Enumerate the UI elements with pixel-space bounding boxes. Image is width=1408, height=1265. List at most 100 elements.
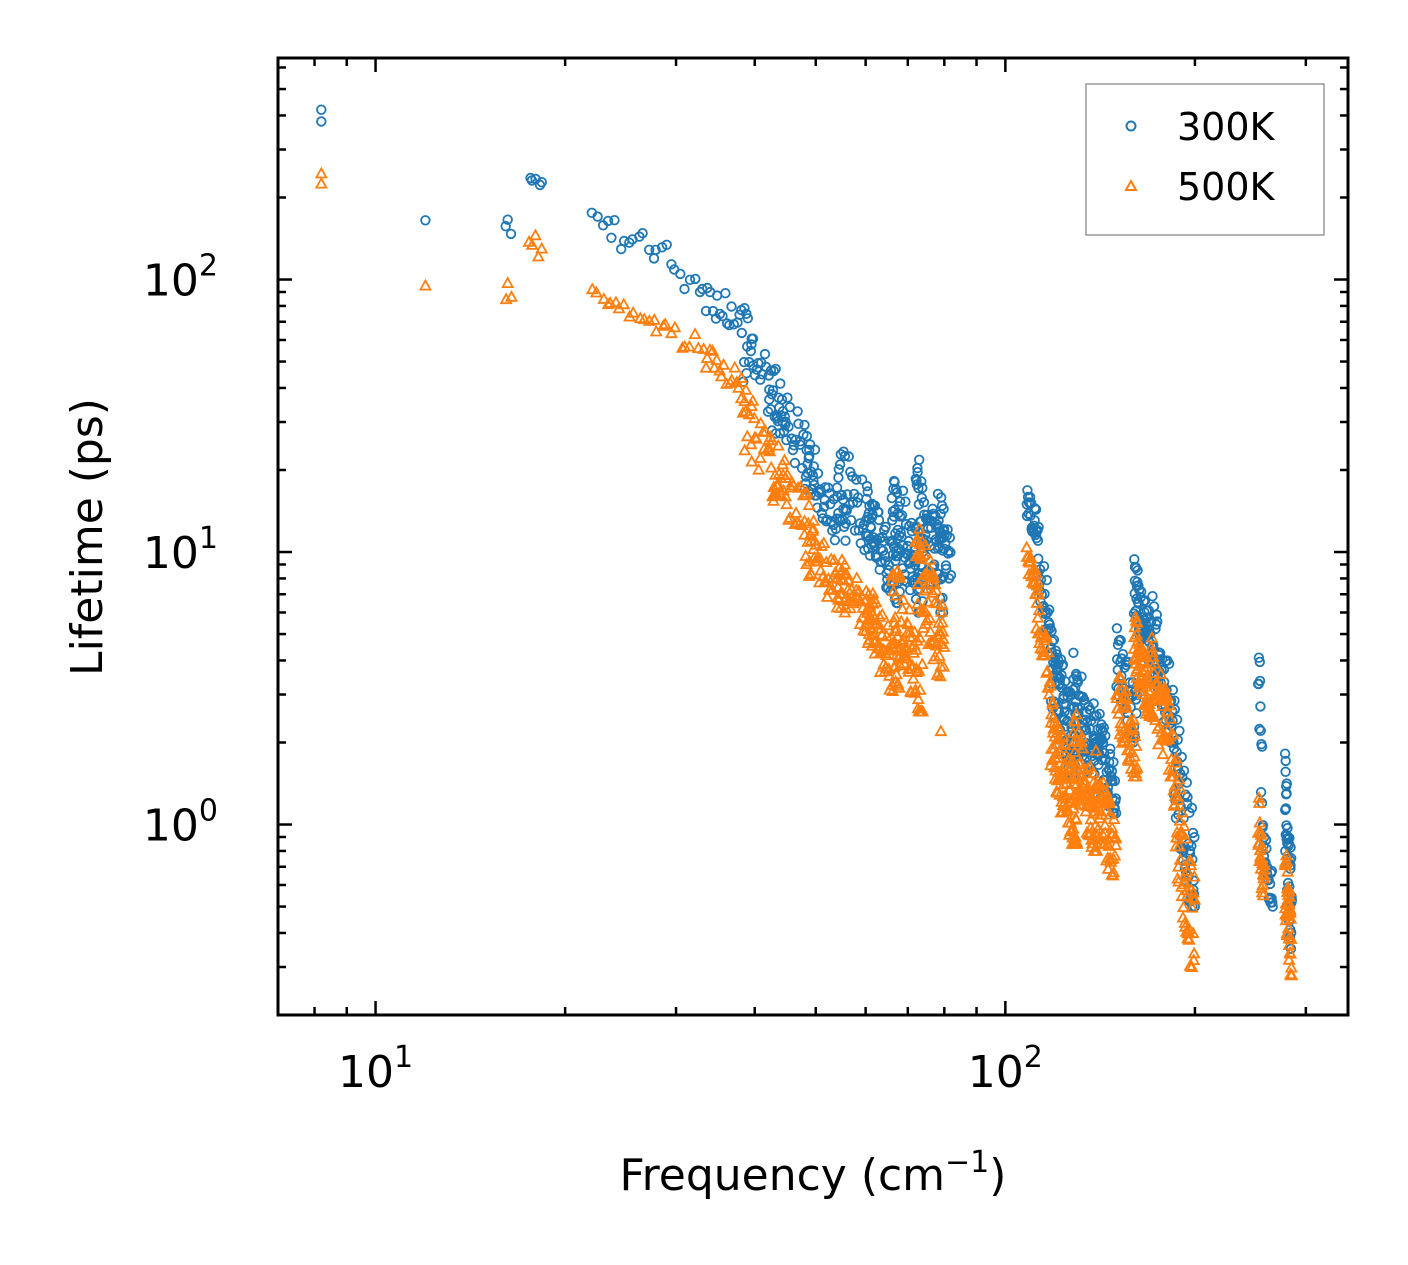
data-point-500K: [871, 636, 886, 649]
data-point-500K: [1140, 660, 1154, 672]
data-point-300K: [1031, 525, 1042, 537]
data-point-500K: [852, 584, 866, 596]
data-point-500K: [1173, 852, 1187, 865]
data-point-500K: [838, 557, 852, 570]
data-point-300K: [675, 268, 686, 280]
data-point-300K: [889, 476, 900, 488]
data-point-300K: [1038, 561, 1050, 572]
data-point-500K: [1032, 603, 1046, 616]
data-point-500K: [738, 394, 752, 407]
data-point-300K: [782, 392, 793, 403]
legend-label-500k: 500K: [1177, 165, 1276, 209]
data-point-500K: [910, 665, 924, 677]
data-point-500K: [1283, 905, 1297, 918]
data-point-500K: [1279, 848, 1294, 861]
data-point-300K: [1281, 788, 1292, 799]
data-point-500K: [1281, 864, 1295, 877]
data-point-500K: [1186, 926, 1200, 938]
data-point-300K: [741, 308, 752, 320]
data-point-500K: [699, 360, 713, 373]
data-point-500K: [1166, 727, 1180, 740]
data-point-500K: [1107, 812, 1121, 824]
data-point-300K: [917, 482, 928, 494]
data-point-500K: [922, 568, 936, 581]
data-point-500K: [1057, 777, 1071, 790]
data-point-300K: [1147, 591, 1158, 602]
data-point-500K: [742, 407, 756, 420]
data-point-300K: [928, 508, 939, 520]
data-point-500K: [848, 589, 862, 602]
data-point-300K: [684, 274, 696, 286]
data-point-500K: [535, 241, 549, 254]
data-point-500K: [746, 394, 760, 406]
data-point-500K: [1188, 892, 1202, 905]
data-point-300K: [1267, 897, 1278, 908]
data-point-300K: [1032, 535, 1044, 546]
data-point-300K: [420, 215, 431, 226]
data-point-500K: [765, 433, 779, 446]
data-point-300K: [602, 215, 614, 227]
data-point-300K: [1256, 741, 1268, 752]
data-point-500K: [933, 669, 947, 682]
data-point-500K: [841, 573, 855, 586]
data-point-500K: [1029, 566, 1043, 579]
data-point-500K: [824, 552, 838, 564]
data-point-500K: [1179, 831, 1193, 844]
data-point-500K: [934, 724, 948, 737]
data-point-500K: [1171, 859, 1185, 872]
data-point-300K: [739, 303, 750, 314]
data-point-500K: [794, 480, 808, 492]
data-point-300K: [734, 309, 745, 321]
data-point-300K: [759, 348, 771, 360]
data-point-500K: [1283, 946, 1298, 959]
data-point-300K: [1255, 725, 1266, 737]
data-point-300K: [840, 535, 851, 546]
data-point-500K: [1109, 831, 1123, 844]
data-point-500K: [754, 416, 768, 429]
data-point-500K: [759, 424, 773, 437]
data-point-500K: [314, 166, 328, 179]
data-point-300K: [762, 406, 774, 417]
data-point-500K: [738, 443, 752, 456]
data-point-500K: [1187, 953, 1201, 965]
data-point-300K: [1115, 635, 1126, 646]
data-point-500K: [752, 462, 766, 475]
data-point-500K: [649, 324, 663, 337]
data-point-500K: [1076, 741, 1090, 754]
data-point-300K: [738, 356, 750, 368]
data-point-500K: [1253, 815, 1267, 828]
data-point-500K: [889, 667, 904, 680]
data-point-500K: [1163, 711, 1177, 724]
data-point-500K: [1127, 749, 1141, 762]
data-point-500K: [893, 567, 907, 580]
data-point-300K: [865, 522, 877, 533]
data-point-500K: [780, 467, 794, 480]
data-point-500K: [1180, 864, 1194, 876]
data-point-500K: [926, 585, 940, 598]
data-point-500K: [888, 610, 902, 623]
data-point-500K: [893, 571, 907, 583]
data-point-500K: [1282, 884, 1297, 897]
data-point-500K: [736, 405, 750, 418]
data-point-300K: [755, 374, 766, 385]
data-point-500K: [800, 486, 814, 498]
data-point-500K: [912, 663, 926, 676]
data-point-500K: [1172, 839, 1186, 852]
data-point-500K: [1050, 785, 1065, 798]
data-point-300K: [833, 464, 845, 475]
data-point-500K: [1043, 674, 1057, 687]
data-point-500K: [1178, 915, 1192, 928]
data-point-500K: [862, 587, 876, 600]
data-point-500K: [745, 454, 759, 467]
data-point-300K: [1067, 684, 1079, 696]
data-point-500K: [747, 411, 761, 424]
data-point-300K: [789, 457, 801, 469]
data-point-500K: [937, 640, 951, 652]
data-point-500K: [896, 593, 910, 605]
data-point-300K: [1254, 656, 1266, 668]
data-point-300K: [763, 370, 775, 381]
data-point-500K: [1128, 729, 1142, 741]
data-point-300K: [726, 301, 737, 312]
data-point-300K: [829, 535, 841, 546]
data-point-300K: [1255, 701, 1266, 712]
